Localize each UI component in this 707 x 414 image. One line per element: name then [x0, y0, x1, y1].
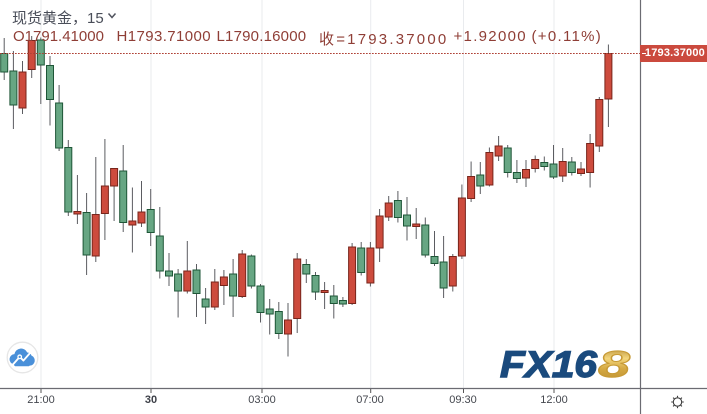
svg-text:FX16: FX16: [500, 344, 597, 385]
svg-text:8: 8: [598, 344, 631, 385]
